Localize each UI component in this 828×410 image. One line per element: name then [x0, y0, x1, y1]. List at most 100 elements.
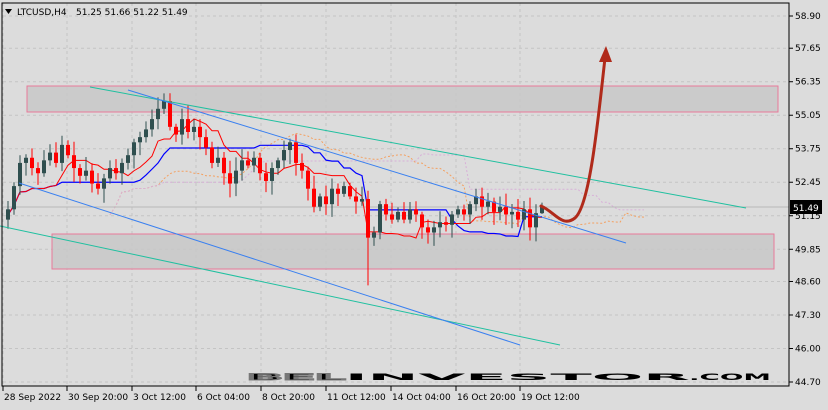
candle	[468, 201, 472, 225]
y-tick-label: 52.45	[795, 178, 821, 188]
candle-body	[90, 170, 94, 184]
candle-body	[540, 206, 544, 214]
candle-body	[438, 222, 442, 228]
candle-body	[498, 206, 502, 212]
candle	[78, 164, 82, 184]
y-tick-label: 55.05	[795, 111, 821, 121]
candle-body	[126, 155, 130, 163]
candle-body	[366, 199, 370, 238]
candle	[312, 175, 316, 213]
candle-body	[534, 213, 538, 228]
time-axis[interactable]: 28 Sep 2022 30 Sep 20:00 3 Oct 12:00 6 Oct …	[2, 386, 580, 403]
candle-body	[276, 160, 280, 169]
candle-body	[264, 173, 268, 181]
y-tick-label: 53.75	[795, 145, 821, 155]
candle	[192, 119, 196, 141]
support-zone[interactable]	[51, 233, 775, 270]
candle	[108, 160, 112, 184]
candle-body	[78, 168, 82, 176]
candle-body	[108, 168, 112, 179]
candle	[126, 148, 130, 170]
candle-body	[228, 173, 232, 184]
candle-body	[102, 178, 106, 189]
candle	[486, 192, 490, 215]
candle-body	[30, 157, 34, 169]
candle	[66, 140, 70, 159]
candle	[264, 162, 268, 193]
candle-body	[348, 186, 352, 197]
symbol-header: LTCUSD,H4 51.25 51.66 51.22 51.49	[5, 8, 188, 18]
candle	[48, 144, 52, 166]
candle	[210, 141, 214, 169]
candle	[384, 198, 388, 221]
price-axis[interactable]: 58.90 57.65 56.35 55.05 53.75 52.45 51.15 49.85…	[789, 12, 821, 388]
candle	[528, 197, 532, 241]
candle	[288, 138, 292, 165]
x-tick-label: 28 Sep 2022	[4, 393, 61, 403]
trendlines	[0, 86, 747, 346]
candle	[462, 204, 466, 221]
upper-channel-teal[interactable]	[89, 86, 747, 209]
candle	[480, 187, 484, 220]
candle-body	[174, 126, 178, 135]
candle-body	[402, 211, 406, 220]
candle-body	[288, 142, 292, 151]
candle-body	[522, 209, 526, 220]
candle	[258, 152, 262, 181]
candle-body	[354, 196, 358, 202]
logo-part-investor: INVESTOR	[345, 373, 690, 383]
y-tick-label: 56.35	[795, 78, 821, 88]
candle-body	[144, 129, 148, 138]
candle	[426, 219, 430, 244]
candle-body	[426, 227, 430, 233]
candle	[72, 141, 76, 182]
candle	[12, 182, 16, 215]
candle-body	[156, 108, 160, 120]
candle-body	[246, 160, 250, 166]
upper-channel-blue[interactable]	[127, 89, 627, 244]
candle-body	[54, 152, 58, 163]
candle-body	[180, 119, 184, 135]
candle-body	[492, 201, 496, 212]
candle-body	[330, 188, 334, 205]
lower-channel-blue[interactable]	[18, 182, 521, 346]
candle	[36, 162, 40, 185]
candle-body	[84, 170, 88, 176]
candle-body	[204, 137, 208, 148]
candle	[432, 220, 436, 246]
candle-body	[462, 209, 466, 215]
candle	[150, 109, 154, 137]
candle	[348, 182, 352, 200]
y-tick-label: 46.00	[795, 344, 821, 354]
candle	[378, 200, 382, 240]
candle-body	[114, 168, 118, 174]
arrowhead-icon	[599, 46, 612, 62]
candle	[222, 152, 226, 185]
candle	[162, 93, 166, 114]
candle-body	[210, 147, 214, 163]
candle	[498, 196, 502, 221]
logo-part-com: .COM	[689, 373, 771, 383]
dropdown-triangle-icon[interactable]	[5, 9, 12, 14]
candle	[474, 188, 478, 212]
candle	[132, 138, 136, 169]
candle-body	[450, 214, 454, 225]
x-tick-label: 8 Oct 20:00	[262, 393, 315, 403]
candle	[414, 201, 418, 222]
candle	[96, 173, 100, 195]
candle-body	[150, 119, 154, 130]
candle	[246, 151, 250, 169]
candle	[186, 105, 190, 139]
candle-body	[168, 101, 172, 127]
lower-channel-teal[interactable]	[0, 225, 561, 346]
candle	[198, 119, 202, 150]
candle	[444, 216, 448, 232]
candle	[240, 149, 244, 181]
candle-body	[240, 160, 244, 171]
candle	[450, 210, 454, 238]
candle	[180, 108, 184, 145]
resistance-zone[interactable]	[26, 85, 779, 113]
candle-body	[516, 211, 520, 220]
candle	[540, 202, 544, 214]
